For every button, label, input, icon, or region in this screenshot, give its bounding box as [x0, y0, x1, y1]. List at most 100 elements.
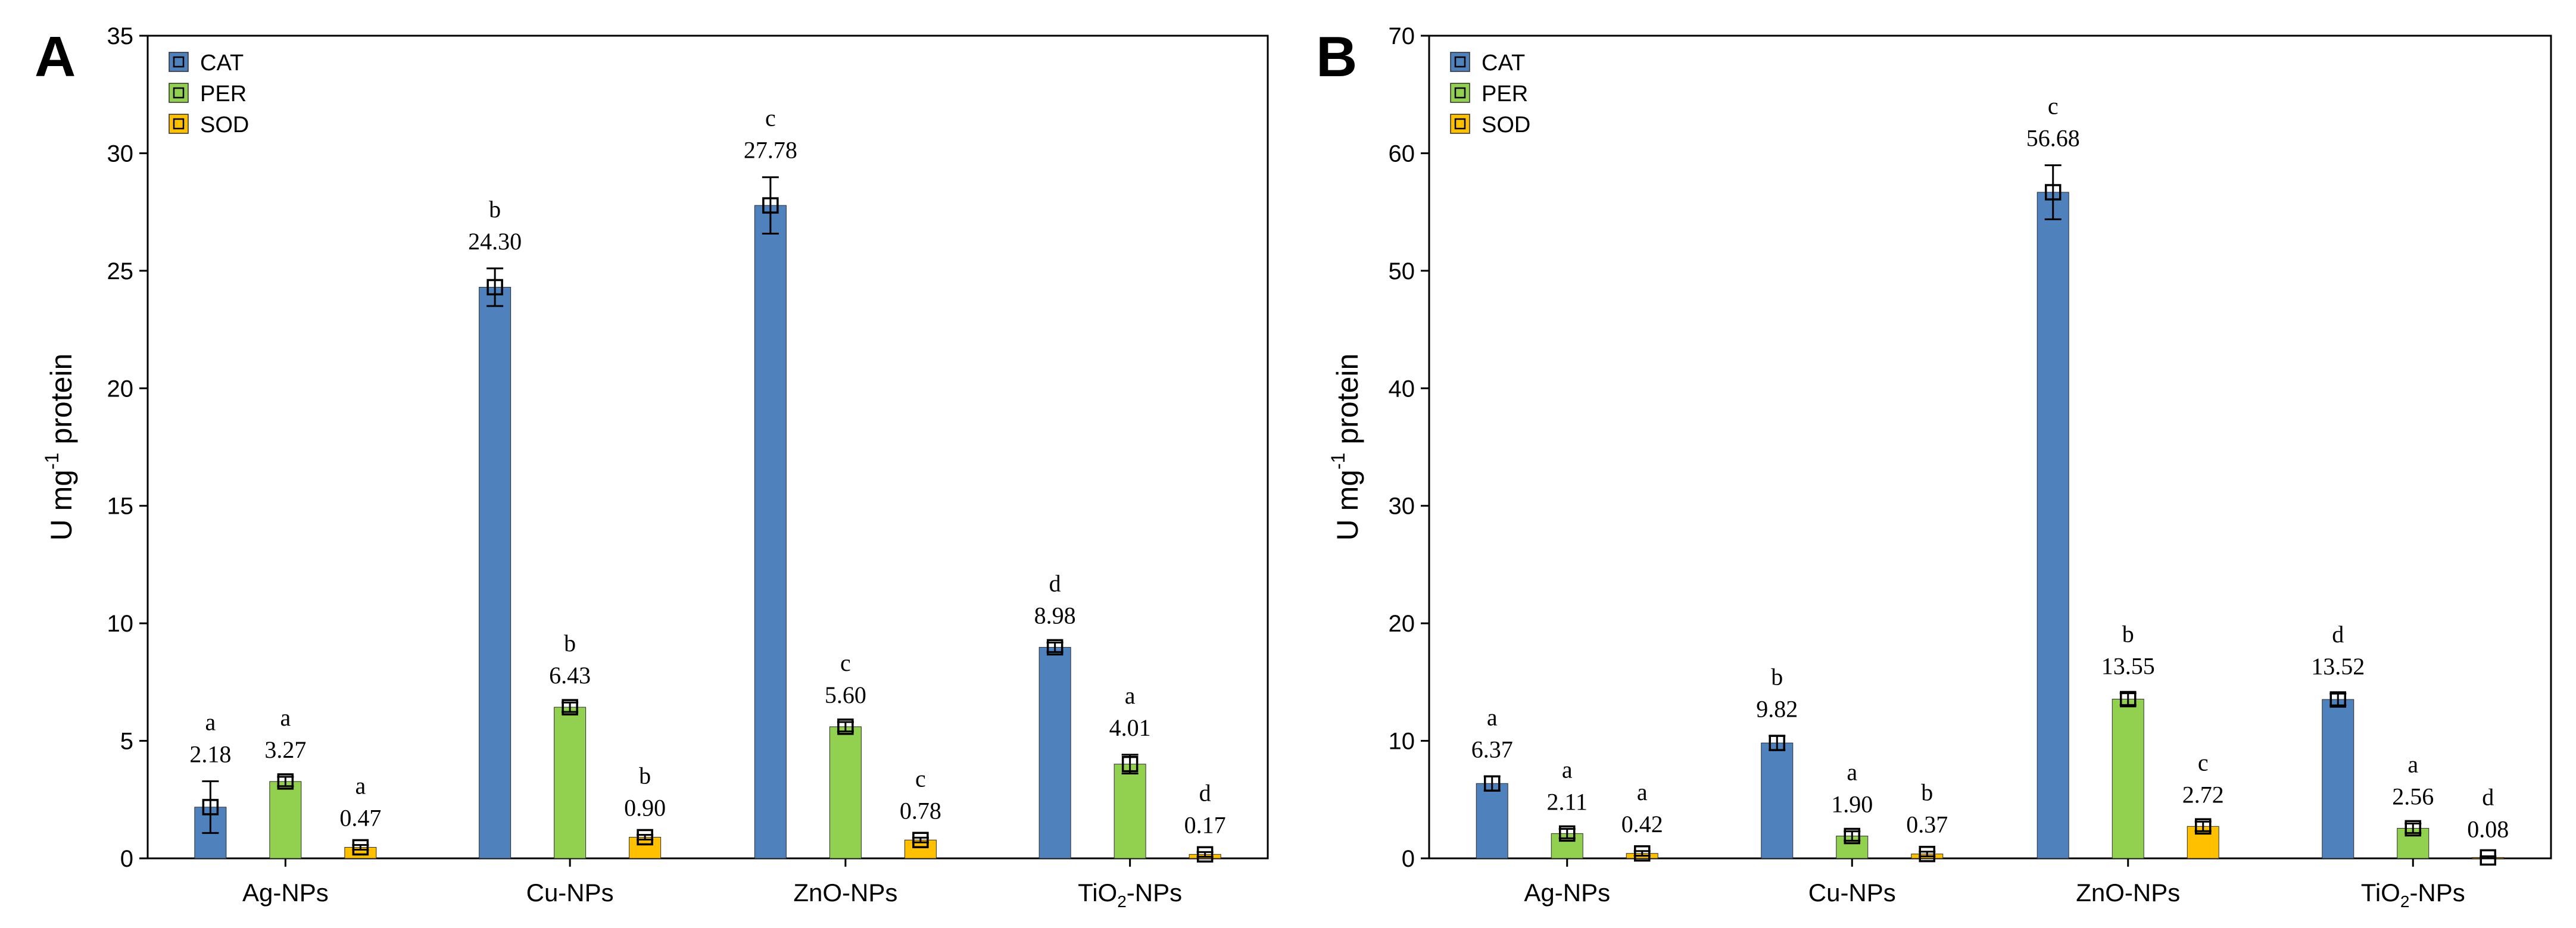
- legend-swatch-per: [169, 83, 189, 103]
- data-label: 0.17: [1184, 811, 1226, 838]
- significance-letter: b: [2122, 621, 2134, 648]
- legend-marker: [1454, 56, 1466, 68]
- data-label: 6.37: [1471, 736, 1513, 763]
- significance-letter: b: [489, 196, 501, 223]
- significance-letter: b: [639, 763, 651, 789]
- significance-letter: c: [765, 105, 776, 132]
- data-label: 13.52: [2311, 653, 2365, 680]
- data-label: 5.60: [825, 682, 866, 708]
- bar-cat: [1476, 783, 1508, 859]
- y-tick-label: 10: [107, 611, 134, 637]
- mean-marker: [202, 799, 219, 815]
- significance-letter: c: [840, 649, 851, 676]
- plot-frame: [1428, 35, 2552, 860]
- data-label: 2.11: [1546, 788, 1588, 815]
- mean-marker: [912, 832, 929, 848]
- mean-marker: [2044, 184, 2062, 201]
- significance-letter: b: [564, 630, 576, 657]
- data-label: 24.30: [468, 228, 522, 255]
- significance-letter: d: [1049, 570, 1061, 597]
- data-label: 0.42: [1621, 811, 1663, 838]
- bar-per: [829, 726, 862, 859]
- significance-letter: a: [205, 708, 216, 735]
- significance-letter: d: [2482, 783, 2494, 810]
- y-tick-label: 15: [107, 493, 134, 520]
- data-label: 27.78: [744, 137, 797, 164]
- significance-letter: c: [2048, 93, 2059, 120]
- x-tick-label: Cu-NPs: [1808, 879, 1896, 907]
- mean-marker: [562, 699, 578, 715]
- legend-swatch-cat: [1450, 52, 1470, 72]
- bar-cat: [1761, 742, 1794, 859]
- data-label: 13.55: [2101, 653, 2155, 680]
- mean-marker: [486, 279, 503, 296]
- significance-letter: a: [280, 704, 291, 731]
- legend-swatch-per: [1450, 83, 1470, 103]
- legend-label-sod: SOD: [200, 113, 249, 138]
- panel-label: B: [1316, 25, 1357, 89]
- mean-marker: [2194, 818, 2212, 835]
- legend-marker: [173, 118, 185, 130]
- legend-label-cat: CAT: [200, 51, 244, 76]
- y-tick-label: 20: [107, 376, 134, 402]
- mean-marker: [1046, 639, 1064, 656]
- data-label: 0.37: [1906, 811, 1948, 838]
- bar-cat: [2322, 699, 2354, 859]
- y-tick-label: 50: [1389, 258, 1415, 285]
- data-label: 0.78: [900, 797, 941, 824]
- data-label: 2.72: [2182, 781, 2224, 808]
- bar-cat: [2037, 192, 2069, 859]
- mean-marker: [1844, 827, 1861, 845]
- x-tick-label: ZnO-NPs: [2076, 879, 2180, 907]
- x-tick-label: Ag-NPs: [1524, 879, 1610, 907]
- y-tick-label: 60: [1389, 140, 1415, 167]
- x-tick-label: TiO2-NPs: [1078, 879, 1182, 911]
- significance-letter: a: [1125, 682, 1136, 709]
- plot-frame: [146, 35, 1269, 860]
- significance-letter: d: [2332, 621, 2344, 648]
- y-tick-label: 25: [107, 258, 134, 285]
- mean-marker: [1121, 755, 1139, 773]
- mean-marker: [837, 718, 854, 735]
- mean-marker: [2405, 820, 2422, 837]
- data-label: 3.27: [264, 736, 306, 763]
- mean-marker: [637, 829, 653, 846]
- significance-letter: b: [1771, 663, 1783, 690]
- bar-sod: [629, 836, 662, 859]
- significance-letter: a: [2407, 751, 2418, 778]
- y-tick-label: 30: [1389, 493, 1415, 520]
- y-tick-label: 35: [107, 23, 134, 49]
- x-tick-label: Cu-NPs: [526, 879, 614, 907]
- data-label: 8.98: [1034, 602, 1076, 629]
- mean-marker: [762, 197, 779, 214]
- y-tick-label: 40: [1389, 376, 1415, 402]
- legend-label-per: PER: [200, 82, 247, 107]
- bar-per: [269, 781, 302, 859]
- legend-marker: [1454, 118, 1466, 130]
- data-label: 4.01: [1109, 714, 1151, 741]
- significance-letter: c: [2198, 749, 2209, 776]
- y-axis-label: U mg-1 protein: [41, 354, 78, 541]
- legend-marker: [173, 87, 185, 99]
- significance-letter: c: [915, 765, 926, 792]
- panel-label: A: [35, 25, 76, 89]
- x-tick-label: ZnO-NPs: [793, 879, 897, 907]
- significance-letter: d: [1199, 779, 1211, 806]
- panel-a: 0 5 10 15 20 25 30 35 Ag-NPs Cu-NPs ZnO-NPs TiO2-NP…: [35, 23, 1269, 911]
- legend-marker: [173, 56, 185, 68]
- mean-marker: [1558, 825, 1576, 842]
- mean-marker: [1196, 846, 1214, 863]
- legend-swatch-sod: [1450, 114, 1470, 134]
- y-tick-label: 5: [120, 729, 133, 755]
- mean-marker: [352, 839, 369, 856]
- mean-marker: [1769, 735, 1786, 751]
- y-tick-label: 30: [107, 140, 134, 167]
- mean-marker: [277, 773, 294, 790]
- significance-letter: a: [1637, 779, 1648, 805]
- data-label: 56.68: [2026, 125, 2080, 152]
- data-label: 0.47: [339, 804, 381, 831]
- significance-letter: a: [355, 772, 366, 799]
- significance-letter: a: [1847, 759, 1857, 786]
- bar-per: [2112, 698, 2144, 859]
- data-label: 9.82: [1756, 695, 1798, 722]
